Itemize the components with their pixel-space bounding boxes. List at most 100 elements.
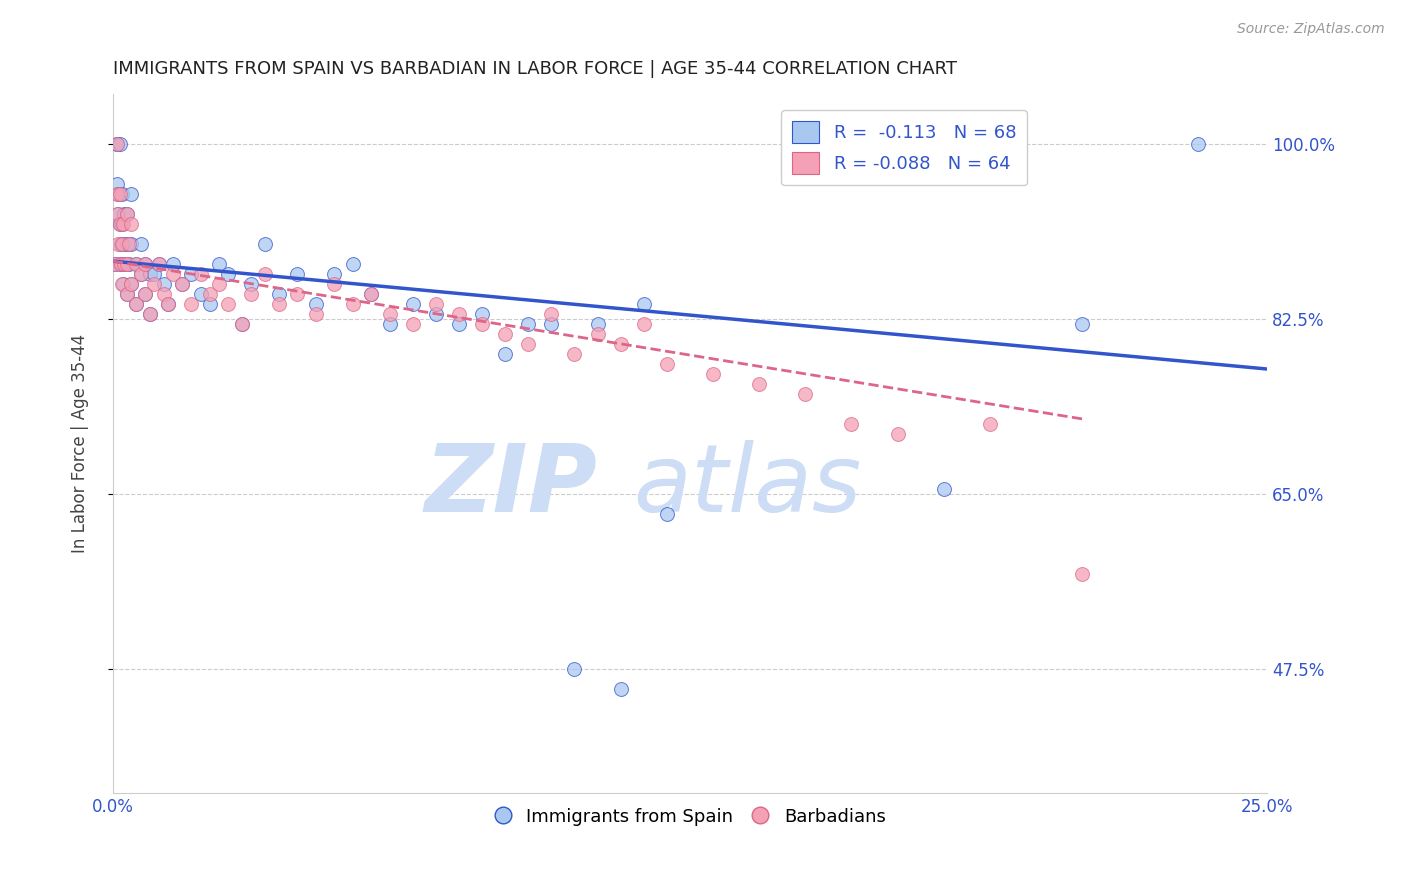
Point xyxy=(143,267,166,281)
Point xyxy=(517,317,540,331)
Point xyxy=(139,307,162,321)
Point xyxy=(129,267,152,281)
Point xyxy=(609,337,631,351)
Point xyxy=(425,297,447,311)
Point xyxy=(120,277,142,292)
Point xyxy=(360,287,382,301)
Point xyxy=(148,257,170,271)
Point xyxy=(139,267,162,281)
Point xyxy=(111,217,134,231)
Point xyxy=(120,237,142,252)
Point xyxy=(107,207,129,221)
Point xyxy=(1187,137,1209,152)
Point xyxy=(586,317,609,331)
Point xyxy=(134,257,156,271)
Point xyxy=(794,387,817,401)
Point xyxy=(471,307,494,321)
Point xyxy=(108,217,131,231)
Point xyxy=(115,287,138,301)
Text: ZIP: ZIP xyxy=(425,440,598,532)
Point xyxy=(609,681,631,696)
Point xyxy=(267,297,290,311)
Point xyxy=(115,257,138,271)
Point xyxy=(748,376,770,391)
Point xyxy=(110,237,132,252)
Point xyxy=(586,327,609,342)
Point xyxy=(267,287,290,301)
Point xyxy=(517,337,540,351)
Point xyxy=(112,257,135,271)
Text: IMMIGRANTS FROM SPAIN VS BARBADIAN IN LABOR FORCE | AGE 35-44 CORRELATION CHART: IMMIGRANTS FROM SPAIN VS BARBADIAN IN LA… xyxy=(112,60,957,78)
Point xyxy=(108,137,131,152)
Point xyxy=(115,237,138,252)
Point xyxy=(305,297,328,311)
Point xyxy=(180,297,202,311)
Point xyxy=(402,317,425,331)
Point xyxy=(633,297,655,311)
Point xyxy=(378,307,401,321)
Point xyxy=(108,217,131,231)
Point xyxy=(112,257,135,271)
Point xyxy=(494,347,516,361)
Point xyxy=(633,317,655,331)
Point xyxy=(143,277,166,292)
Point xyxy=(134,257,156,271)
Legend: Immigrants from Spain, Barbadians: Immigrants from Spain, Barbadians xyxy=(486,800,893,833)
Point xyxy=(111,237,134,252)
Point xyxy=(287,267,309,281)
Point xyxy=(1071,566,1094,581)
Point xyxy=(108,257,131,271)
Point xyxy=(134,287,156,301)
Point xyxy=(111,277,134,292)
Point xyxy=(198,287,221,301)
Point xyxy=(190,287,212,301)
Point xyxy=(125,297,148,311)
Point xyxy=(125,297,148,311)
Point xyxy=(120,187,142,202)
Point xyxy=(979,417,1001,431)
Point xyxy=(115,207,138,221)
Point xyxy=(449,317,471,331)
Point xyxy=(105,187,128,202)
Point xyxy=(107,187,129,202)
Point xyxy=(111,257,134,271)
Point xyxy=(111,237,134,252)
Point xyxy=(110,257,132,271)
Point xyxy=(471,317,494,331)
Point xyxy=(494,327,516,342)
Point xyxy=(540,307,562,321)
Point xyxy=(157,297,180,311)
Point xyxy=(323,277,346,292)
Point xyxy=(107,178,129,192)
Point xyxy=(107,207,129,221)
Point xyxy=(360,287,382,301)
Point xyxy=(107,137,129,152)
Point xyxy=(287,287,309,301)
Point xyxy=(111,217,134,231)
Point xyxy=(323,267,346,281)
Point xyxy=(162,267,184,281)
Text: Source: ZipAtlas.com: Source: ZipAtlas.com xyxy=(1237,22,1385,37)
Point xyxy=(157,297,180,311)
Point xyxy=(148,257,170,271)
Point xyxy=(305,307,328,321)
Point xyxy=(190,267,212,281)
Point xyxy=(112,207,135,221)
Point xyxy=(208,257,231,271)
Point xyxy=(118,257,141,271)
Point xyxy=(107,237,129,252)
Point xyxy=(702,367,724,381)
Point xyxy=(342,297,364,311)
Point xyxy=(342,257,364,271)
Point xyxy=(208,277,231,292)
Point xyxy=(655,507,678,521)
Text: atlas: atlas xyxy=(634,441,862,532)
Point xyxy=(217,267,239,281)
Point xyxy=(172,277,194,292)
Point xyxy=(240,287,263,301)
Y-axis label: In Labor Force | Age 35-44: In Labor Force | Age 35-44 xyxy=(72,334,89,553)
Point xyxy=(217,297,239,311)
Point xyxy=(134,287,156,301)
Point xyxy=(139,307,162,321)
Point xyxy=(564,347,586,361)
